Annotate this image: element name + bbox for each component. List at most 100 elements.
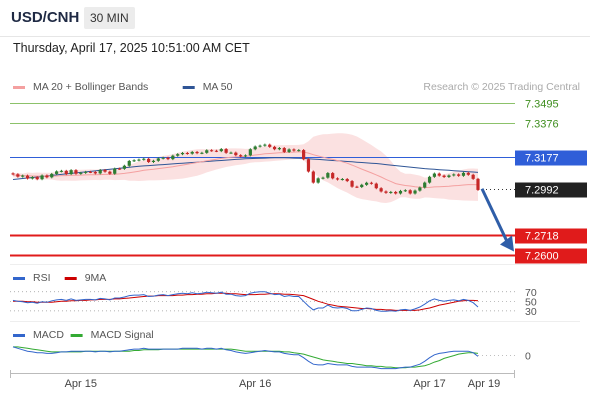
level-label: 7.2600 [525, 251, 559, 263]
legend-label: RSI [33, 272, 51, 284]
candle-body [103, 170, 107, 172]
candle-body [394, 191, 398, 194]
level-label: 7.2718 [525, 231, 559, 243]
legend-swatch [13, 334, 25, 337]
candle-body [345, 179, 349, 182]
candle-body [277, 148, 282, 150]
candle-body [176, 154, 180, 156]
candle-body [340, 179, 344, 181]
candle-body [302, 150, 306, 160]
timeframe-button[interactable]: 30 MIN [84, 7, 135, 29]
candle-body [93, 172, 97, 174]
candle-body [335, 178, 340, 180]
legend-swatch [70, 334, 83, 337]
rsi-tick-label: 50 [525, 296, 537, 308]
candle-body [369, 182, 374, 184]
candle-body [224, 149, 228, 153]
macd-signal-line [13, 346, 479, 369]
x-tick-label: Apr 16 [239, 378, 271, 390]
candle-body [248, 149, 252, 156]
candle-body [16, 174, 20, 177]
candle-body [137, 159, 141, 161]
candle-body [69, 170, 73, 175]
candle-body [156, 158, 160, 161]
rsi-line [12, 291, 479, 312]
candle-body [331, 173, 335, 179]
candle-body [127, 160, 131, 166]
candle-body [30, 177, 34, 179]
candle-body [457, 174, 461, 176]
candle-body [113, 168, 117, 174]
candle-body [239, 155, 243, 157]
candle-body [171, 155, 175, 160]
candle-body [437, 173, 441, 176]
symbol-label: USD/CNH [11, 9, 80, 26]
candle-body [200, 152, 204, 154]
candle-body [442, 175, 446, 177]
candle-body [423, 182, 427, 188]
candle-body [282, 148, 286, 152]
candle-body [234, 152, 238, 156]
legend-swatch [182, 86, 195, 89]
candle-body [268, 144, 272, 147]
candle-body [84, 171, 88, 173]
chart-header: USD/CNH 30 MIN [0, 0, 590, 37]
candle-body [384, 191, 388, 193]
legend-swatch [13, 277, 25, 280]
level-label-box [515, 150, 587, 166]
candle-body [88, 171, 93, 173]
candle-body [25, 175, 30, 179]
candle-body [117, 168, 122, 170]
macd-tick-label: 0 [525, 351, 531, 363]
candle-body [214, 150, 219, 152]
candle-body [190, 151, 194, 154]
datetime-label: Thursday, April 17, 2025 10:51:00 AM CET [13, 41, 250, 55]
level-label-box [515, 228, 587, 244]
candle-body [64, 170, 68, 175]
candle-body [408, 190, 412, 194]
candle-body [292, 149, 296, 151]
level-label: 7.3177 [525, 153, 559, 165]
last-price-box [515, 182, 587, 198]
candle-body [432, 173, 437, 177]
candle-body [452, 174, 456, 176]
candle-body [321, 177, 325, 179]
candle-body [253, 146, 257, 150]
candle-body [272, 146, 277, 150]
candle-body [461, 172, 466, 176]
candle-body [427, 176, 432, 183]
level-label: 7.3495 [525, 99, 559, 111]
candle-body [59, 170, 64, 172]
candle-body [355, 186, 359, 188]
candle-body [364, 182, 369, 185]
candle-body [40, 175, 44, 180]
candle-body [258, 145, 262, 147]
legend-swatch [13, 86, 25, 89]
candle-body [21, 175, 25, 177]
candle-body [54, 171, 59, 174]
candle-body [263, 144, 267, 146]
candle-body [379, 188, 383, 192]
candle-body [219, 149, 223, 152]
candle-body [161, 157, 165, 159]
legend-swatch [64, 277, 77, 280]
candle-body [180, 152, 185, 155]
candle-body [466, 172, 470, 175]
candle-body [147, 158, 151, 162]
x-tick-label: Apr 15 [65, 378, 97, 390]
candle-body [326, 173, 330, 178]
level-label: 7.3376 [525, 119, 559, 131]
candle-body [45, 175, 49, 178]
bollinger-band [13, 133, 478, 203]
candle-body [398, 190, 403, 194]
candle-body [151, 160, 156, 162]
candle-body [418, 187, 422, 191]
candle-body [403, 190, 407, 192]
x-tick-label: Apr 17 [413, 378, 445, 390]
level-label-box [515, 248, 587, 264]
candle-body [79, 172, 83, 174]
candle-body [287, 149, 291, 152]
candle-body [316, 178, 320, 183]
legend-label: MACD [33, 329, 64, 341]
